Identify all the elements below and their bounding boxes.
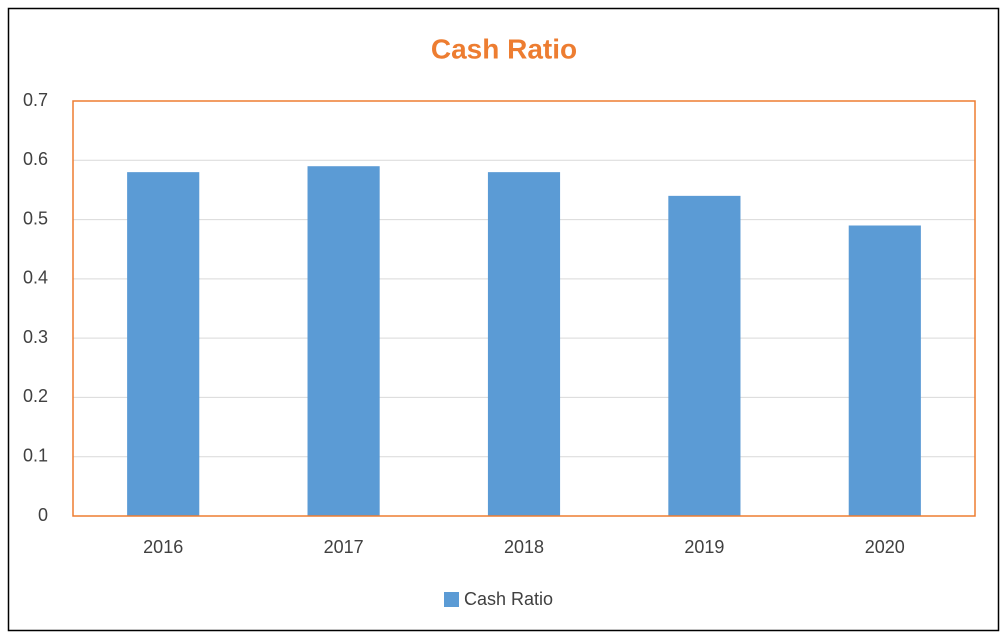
x-tick-label: 2019 (684, 537, 724, 557)
bar (127, 172, 200, 516)
x-tick-label: 2017 (324, 537, 364, 557)
x-tick-label: 2016 (143, 537, 183, 557)
plot-border (72, 100, 976, 517)
bar (668, 195, 741, 516)
legend-label: Cash Ratio (464, 589, 553, 609)
bar (307, 166, 380, 516)
bar (487, 172, 561, 516)
bar (848, 225, 921, 516)
y-tick-label: 0 (38, 505, 48, 525)
y-tick-label: 0.4 (23, 268, 48, 288)
y-tick-label: 0.3 (23, 327, 48, 347)
x-tick-label: 2020 (865, 537, 905, 557)
y-tick-label: 0.5 (23, 208, 48, 228)
y-tick-label: 0.7 (23, 90, 48, 110)
y-tick-label: 0.6 (23, 149, 48, 169)
y-tick-label: 0.2 (23, 386, 48, 406)
x-tick-label: 2018 (504, 537, 544, 557)
legend-swatch (444, 592, 459, 607)
y-tick-label: 0.1 (23, 445, 48, 465)
chart-title: Cash Ratio (431, 33, 577, 64)
